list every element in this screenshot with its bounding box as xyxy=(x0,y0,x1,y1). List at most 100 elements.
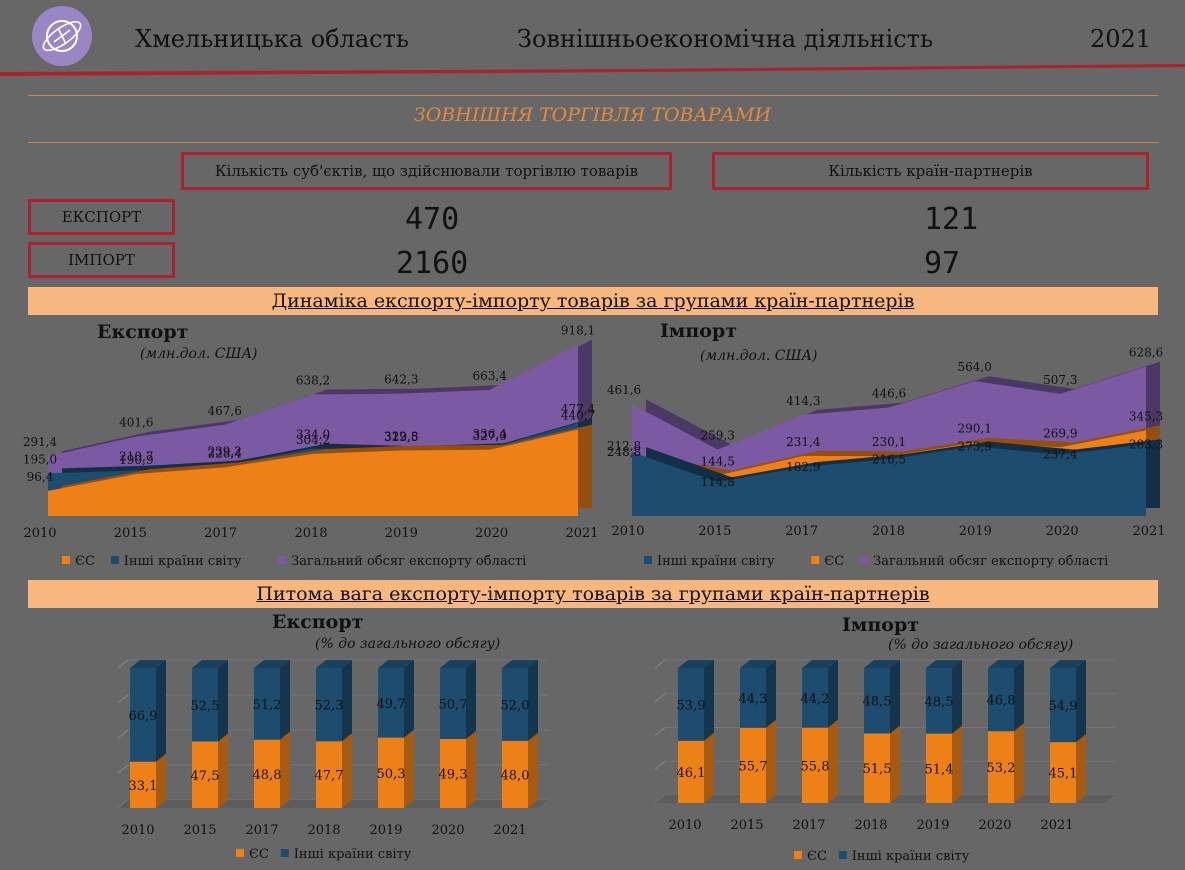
import-bar-bar-eu xyxy=(802,727,828,803)
import-area-x-tick: 2019 xyxy=(959,524,992,539)
export-bar-bar-side xyxy=(280,660,290,740)
import-bar-legend-swatch xyxy=(838,851,847,859)
import-area-x-tick: 2015 xyxy=(698,524,731,539)
export-bar-bar-other xyxy=(130,668,156,762)
export-bar-gridline xyxy=(117,659,129,669)
import-bar-data-label: 51,5 xyxy=(863,762,892,777)
import-bar-bar-other xyxy=(926,668,952,734)
export-area-x-tick: 2020 xyxy=(475,526,508,541)
import-bar-gridline xyxy=(654,760,666,770)
import-area-legend-label: Загальний обсяг експорту області xyxy=(873,554,1108,569)
export-bar-bar-eu xyxy=(502,740,528,808)
export-area-data-label: 291,4 xyxy=(23,435,58,449)
import-bar-bar-side xyxy=(766,719,776,803)
export-area-x-tick: 2015 xyxy=(114,526,147,541)
export-bar-data-label: 52,5 xyxy=(191,699,220,714)
section-line-top xyxy=(28,95,1158,96)
export-area-legend-swatch xyxy=(110,556,119,564)
import-bar-x-tick: 2020 xyxy=(978,818,1011,833)
import-bar-bar-top xyxy=(1050,660,1086,668)
export-area-data-label: 638,2 xyxy=(296,373,330,387)
import-area-data-label: 114,8 xyxy=(700,475,734,489)
import-bar-legend-label: Інші країни світу xyxy=(852,849,970,864)
export-bar-legend-label: Інші країни світу xyxy=(294,847,412,862)
import-area-x-tick: 2021 xyxy=(1132,524,1165,539)
export-bar-legend-label: ЄС xyxy=(249,847,269,862)
import-bar-data-label: 55,8 xyxy=(801,759,830,774)
export-bar-bar-top xyxy=(254,660,290,668)
import-share-title: Імпорт xyxy=(842,614,920,636)
import-bar-data-label: 53,9 xyxy=(677,698,706,713)
export-area-data-label: 195,0 xyxy=(23,452,57,466)
import-area-x-tick: 2010 xyxy=(611,524,644,539)
import-bar-bar-top xyxy=(926,660,962,669)
subjects-header: Кількість суб'єктів, що здійснювали торг… xyxy=(181,152,672,190)
import-bar-data-label: 53,2 xyxy=(987,761,1016,776)
import-area-legend-swatch xyxy=(644,556,652,564)
export-area-x-tick: 2018 xyxy=(294,526,327,541)
export-area-data-label: 327,0 xyxy=(472,429,506,443)
import-area-legend-swatch xyxy=(860,556,869,564)
import-bar-bar-top xyxy=(864,660,900,668)
export-subjects-value: 470 xyxy=(405,202,460,237)
import-bar-bar-side xyxy=(1014,723,1024,803)
export-area-data-label: 477,4 xyxy=(561,402,596,416)
import-area-legend-label: Інші країни світу xyxy=(657,554,775,569)
import-area-data-label: 216,5 xyxy=(872,452,906,466)
import-bar-x-tick: 2018 xyxy=(854,818,887,833)
import-bar-bar-side xyxy=(1014,660,1024,732)
import-bar-bar-other xyxy=(802,668,828,728)
import-bar-data-label: 46,8 xyxy=(987,694,1016,709)
import-area-legend-swatch xyxy=(811,556,820,564)
globe-icon xyxy=(42,20,82,52)
header-divider xyxy=(0,64,1185,76)
import-bar-x-tick: 2015 xyxy=(730,818,763,833)
export-bar-data-label: 51,2 xyxy=(253,698,282,713)
import-bar-data-label: 44,3 xyxy=(739,692,768,707)
import-bar-bar-side xyxy=(828,660,838,728)
export-area-chart: 291,4 401,6 467,6 638,2 642,3 663,4 918,1 195,0… xyxy=(23,324,599,569)
export-bar-data-label: 48,0 xyxy=(501,768,530,783)
import-area-chart: 461,6 259,3 414,3 446,6 564,0 507,3 628,6 212,8… xyxy=(607,346,1166,569)
import-area-data-label: 273,9 xyxy=(957,439,991,453)
export-bar-bar-side xyxy=(280,731,290,808)
export-area-data-label: 322,8 xyxy=(384,430,418,444)
import-area-data-label: 446,6 xyxy=(872,387,906,401)
import-area-data-label: 461,6 xyxy=(607,383,641,397)
export-area-x-tick: 2010 xyxy=(23,526,56,541)
import-partners-value: 97 xyxy=(924,246,961,281)
import-area-data-label: 345,3 xyxy=(1129,409,1163,423)
import-area-data-label: 290,1 xyxy=(957,422,991,436)
import-bar-bar-side xyxy=(952,725,962,803)
export-area-data-label: 467,6 xyxy=(207,404,241,418)
export-bar-x-tick: 2021 xyxy=(493,823,526,838)
export-area-data-label: 334,0 xyxy=(296,428,330,442)
import-area-data-label: 259,3 xyxy=(700,429,734,443)
import-bar-bar-other xyxy=(740,668,766,728)
import-bar-bar-side xyxy=(828,719,838,803)
export-area-data-label: 210,7 xyxy=(119,449,153,463)
topic-title: Зовнішньоекономічна діяльність xyxy=(517,25,934,53)
import-bar-bar-other xyxy=(678,668,704,741)
import-bar-x-tick: 2019 xyxy=(916,818,949,833)
export-bar-x-tick: 2018 xyxy=(307,823,340,838)
import-area-data-label: 269,9 xyxy=(1043,426,1077,440)
export-area-data-label: 96,4 xyxy=(27,470,54,484)
import-area-data-label: 237,4 xyxy=(1043,448,1078,462)
import-bar-bar-side xyxy=(704,732,714,803)
export-bar-data-label: 47,7 xyxy=(315,769,344,784)
import-label: ІМПОРТ xyxy=(28,242,175,278)
export-bar-bar-side xyxy=(156,660,166,762)
export-bar-x-tick: 2015 xyxy=(183,823,216,838)
import-area-data-label: 212,8 xyxy=(607,439,641,453)
import-subjects-value: 2160 xyxy=(396,246,469,281)
section-line-bottom xyxy=(28,142,1158,143)
import-bar-bar-side xyxy=(890,725,900,803)
export-area-data-label: 304,2 xyxy=(296,433,330,447)
export-bar-bar-other xyxy=(192,668,218,742)
export-bar-bar-top xyxy=(316,660,352,668)
import-bar-data-label: 54,9 xyxy=(1049,699,1078,714)
import-area-data-label: 628,6 xyxy=(1129,346,1163,360)
import-bar-data-label: 45,1 xyxy=(1049,767,1078,782)
import-bar-bar-side xyxy=(766,660,776,728)
